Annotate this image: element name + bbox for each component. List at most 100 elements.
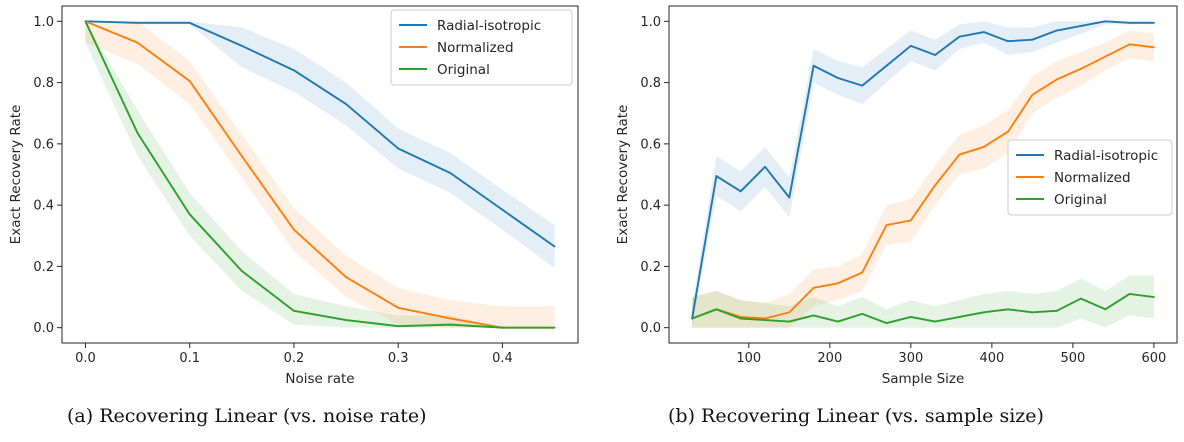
data-point-original <box>788 321 790 323</box>
data-point-radial-isotropic <box>449 172 451 174</box>
data-point-radial-isotropic <box>1056 30 1058 32</box>
data-point-radial-isotropic <box>502 209 504 211</box>
legend-label-normalized: Normalized <box>437 40 514 56</box>
data-point-original <box>502 327 504 329</box>
data-point-normalized <box>241 155 243 157</box>
data-point-normalized <box>1007 131 1009 133</box>
data-point-radial-isotropic <box>934 54 936 56</box>
data-point-original <box>934 321 936 323</box>
data-point-normalized <box>397 307 399 309</box>
data-point-normalized <box>189 80 191 82</box>
data-point-original <box>764 319 766 321</box>
data-point-normalized <box>1031 94 1033 96</box>
data-point-radial-isotropic <box>959 36 961 38</box>
y-tick-label: 1.0 <box>640 15 661 30</box>
y-axis-label: Exact Recovery Rate <box>615 105 631 245</box>
data-point-original <box>813 315 815 317</box>
data-point-original <box>1031 311 1033 313</box>
data-point-radial-isotropic <box>886 65 888 67</box>
data-point-radial-isotropic <box>813 65 815 67</box>
data-point-radial-isotropic <box>764 166 766 168</box>
y-tick-label: 0.6 <box>640 137 661 152</box>
y-axis-label: Exact Recovery Rate <box>8 105 24 245</box>
legend-label-original: Original <box>1054 192 1107 208</box>
data-point-original <box>293 310 295 312</box>
data-point-normalized <box>910 220 912 222</box>
data-point-radial-isotropic <box>345 103 347 105</box>
y-tick-label: 1.0 <box>33 15 54 30</box>
y-tick-label: 0.8 <box>640 76 661 91</box>
x-tick-label: 600 <box>1141 351 1166 366</box>
legend-label-radial-isotropic: Radial-isotropic <box>1054 148 1158 164</box>
data-point-normalized <box>137 42 139 44</box>
data-point-normalized <box>861 272 863 274</box>
data-point-radial-isotropic <box>910 45 912 47</box>
data-point-original <box>1153 296 1155 298</box>
data-point-original <box>1104 308 1106 310</box>
data-point-original <box>241 270 243 272</box>
data-point-normalized <box>293 229 295 231</box>
x-tick-label: 400 <box>979 351 1004 366</box>
y-tick-label: 0.0 <box>33 321 54 336</box>
data-point-normalized <box>1080 68 1082 70</box>
data-point-original <box>85 20 87 22</box>
data-point-original <box>397 325 399 327</box>
data-point-normalized <box>886 224 888 226</box>
data-point-radial-isotropic <box>189 22 191 24</box>
data-point-radial-isotropic <box>293 69 295 71</box>
data-point-normalized <box>345 276 347 278</box>
data-point-radial-isotropic <box>715 175 717 177</box>
data-point-radial-isotropic <box>1031 39 1033 41</box>
caption-sample-size: (b) Recovering Linear (vs. sample size) <box>668 405 1044 427</box>
x-axis-label: Sample Size <box>882 371 965 387</box>
x-tick-label: 0.3 <box>388 351 409 366</box>
x-axis-label: Noise rate <box>285 371 354 387</box>
data-point-normalized <box>1129 43 1131 45</box>
y-tick-label: 0.2 <box>33 260 54 275</box>
y-tick-label: 0.6 <box>33 137 54 152</box>
data-point-original <box>554 327 556 329</box>
y-tick-label: 0.8 <box>33 76 54 91</box>
data-point-radial-isotropic <box>837 77 839 79</box>
data-point-original <box>886 322 888 324</box>
data-point-original <box>740 318 742 320</box>
y-tick-label: 0.0 <box>640 321 661 336</box>
caption-noise-rate: (a) Recovering Linear (vs. noise rate) <box>67 405 427 427</box>
data-point-radial-isotropic <box>1007 40 1009 42</box>
y-tick-label: 0.2 <box>640 260 661 275</box>
data-point-original <box>449 324 451 326</box>
data-point-normalized <box>837 282 839 284</box>
data-point-normalized <box>959 154 961 156</box>
data-point-original <box>189 213 191 215</box>
data-point-original <box>910 316 912 318</box>
data-point-normalized <box>1104 56 1106 58</box>
data-point-original <box>983 311 985 313</box>
y-tick-label: 0.4 <box>640 199 661 214</box>
legend-label-radial-isotropic: Radial-isotropic <box>437 18 541 34</box>
data-point-radial-isotropic <box>740 190 742 192</box>
chart-noise-rate: 0.0 0.1 0.2 0.3 0.4 0.0 0.2 0.4 0.6 0.8 1.0 Noise r… <box>8 6 578 387</box>
data-point-original <box>1056 310 1058 312</box>
data-point-radial-isotropic <box>241 45 243 47</box>
data-point-normalized <box>1153 46 1155 48</box>
legend-label-normalized: Normalized <box>1054 170 1131 186</box>
data-point-original <box>137 132 139 134</box>
data-point-original <box>959 316 961 318</box>
legend-label-original: Original <box>437 62 490 78</box>
data-point-original <box>715 308 717 310</box>
chart-sample-size: 100 200 300 400 500 600 0.0 0.2 0.4 0.6 0.8 1.0 Samp… <box>615 6 1177 387</box>
x-tick-label: 0.4 <box>492 351 513 366</box>
data-point-radial-isotropic <box>1129 22 1131 24</box>
x-tick-label: 200 <box>817 351 842 366</box>
data-point-radial-isotropic <box>1080 25 1082 27</box>
data-point-radial-isotropic <box>861 85 863 87</box>
data-point-original <box>1129 293 1131 295</box>
x-tick-label: 500 <box>1060 351 1085 366</box>
data-point-normalized <box>934 184 936 186</box>
y-tick-label: 0.4 <box>33 199 54 214</box>
x-tick-label: 0.1 <box>179 351 200 366</box>
data-point-radial-isotropic <box>397 148 399 150</box>
data-point-normalized <box>983 146 985 148</box>
data-point-original <box>691 318 693 320</box>
x-tick-label: 300 <box>898 351 923 366</box>
